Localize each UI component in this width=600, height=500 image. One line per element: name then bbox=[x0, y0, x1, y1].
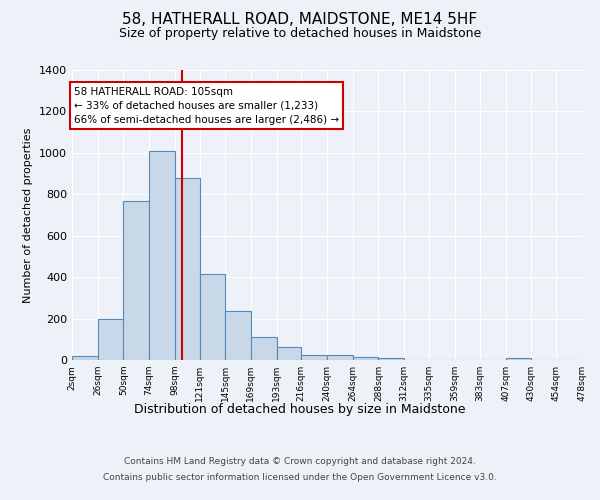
Bar bbox=[251, 337, 277, 360]
Bar bbox=[199, 274, 225, 360]
Bar bbox=[72, 356, 98, 360]
Text: Contains public sector information licensed under the Open Government Licence v3: Contains public sector information licen… bbox=[103, 472, 497, 482]
Bar bbox=[124, 200, 149, 360]
Text: Size of property relative to detached houses in Maidstone: Size of property relative to detached ho… bbox=[119, 28, 481, 40]
Bar bbox=[301, 355, 327, 360]
Bar bbox=[353, 357, 379, 360]
Bar bbox=[277, 346, 301, 360]
Bar bbox=[225, 312, 251, 360]
Text: Contains HM Land Registry data © Crown copyright and database right 2024.: Contains HM Land Registry data © Crown c… bbox=[124, 458, 476, 466]
Bar bbox=[327, 355, 353, 360]
Bar bbox=[98, 318, 124, 360]
Bar bbox=[379, 358, 404, 360]
Bar bbox=[149, 151, 175, 360]
Text: 58, HATHERALL ROAD, MAIDSTONE, ME14 5HF: 58, HATHERALL ROAD, MAIDSTONE, ME14 5HF bbox=[122, 12, 478, 28]
Bar bbox=[175, 178, 199, 360]
Text: 58 HATHERALL ROAD: 105sqm
← 33% of detached houses are smaller (1,233)
66% of se: 58 HATHERALL ROAD: 105sqm ← 33% of detac… bbox=[74, 86, 339, 124]
Text: Distribution of detached houses by size in Maidstone: Distribution of detached houses by size … bbox=[134, 402, 466, 415]
Bar bbox=[506, 358, 530, 360]
Y-axis label: Number of detached properties: Number of detached properties bbox=[23, 128, 34, 302]
